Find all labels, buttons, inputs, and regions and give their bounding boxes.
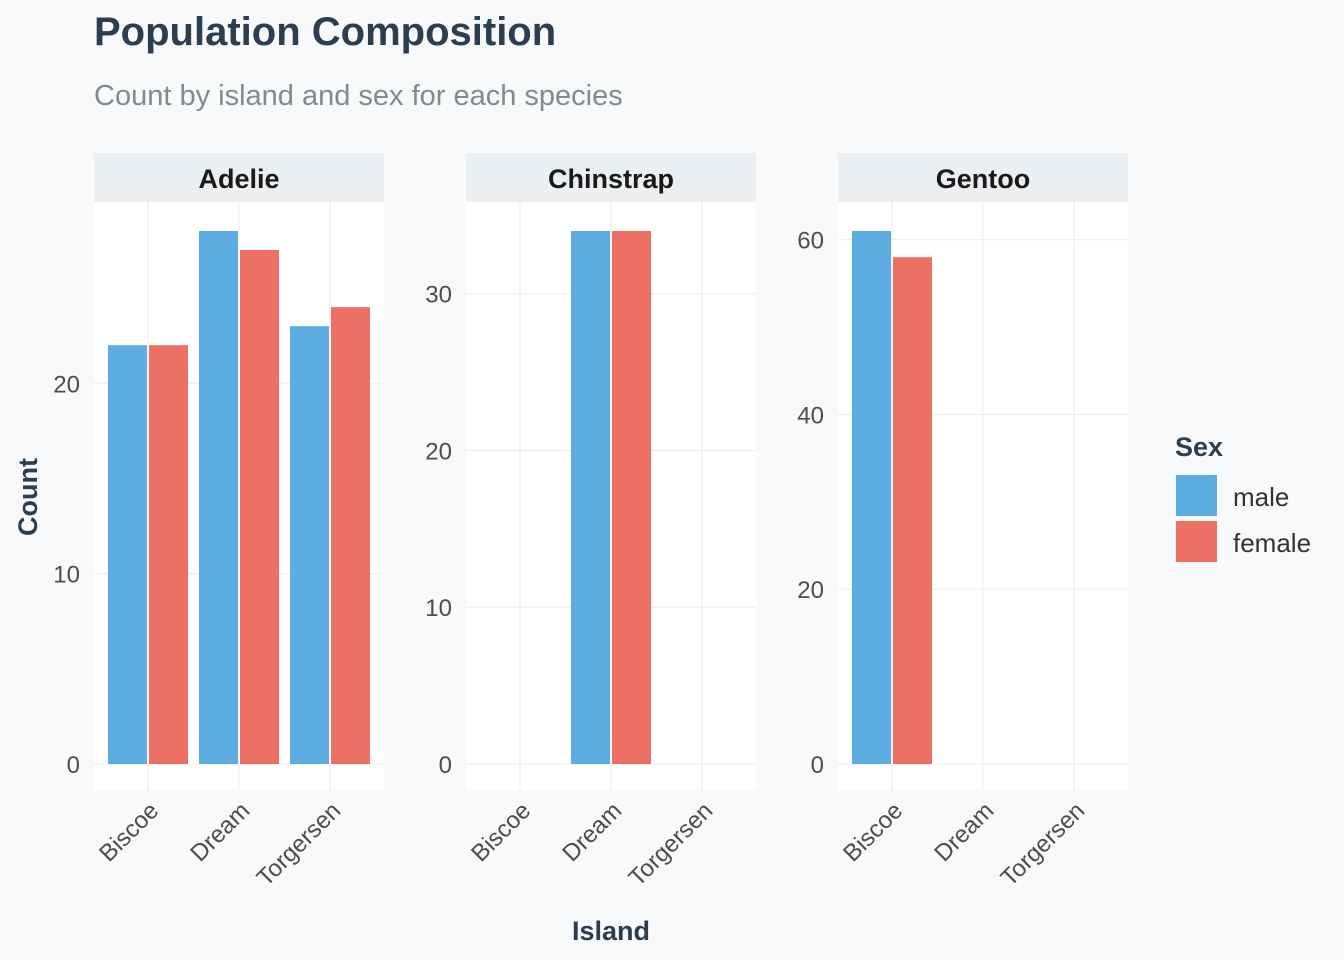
y-tick-label: 0 xyxy=(439,752,452,779)
bar-adelie-torgersen-male xyxy=(290,326,329,764)
bar-adelie-biscoe-male xyxy=(108,345,147,764)
bar-gentoo-biscoe-male xyxy=(852,231,891,764)
y-tick-label: 30 xyxy=(425,282,452,309)
x-tick-label: Dream xyxy=(929,797,999,867)
legend-label-female: female xyxy=(1233,528,1311,558)
y-tick-label: 20 xyxy=(425,438,452,465)
facet-strip xyxy=(466,153,756,202)
y-tick-label: 40 xyxy=(797,402,824,429)
legend-key-female xyxy=(1176,521,1217,562)
x-tick-label: Biscoe xyxy=(94,797,164,867)
x-tick-label: Dream xyxy=(185,797,255,867)
y-tick-label: 0 xyxy=(811,752,824,779)
bar-adelie-dream-male xyxy=(199,231,238,764)
y-tick-label: 0 xyxy=(67,752,80,779)
bar-adelie-biscoe-female xyxy=(149,345,188,764)
bar-gentoo-biscoe-female xyxy=(893,257,932,764)
y-tick-label: 20 xyxy=(797,577,824,604)
y-tick-label: 60 xyxy=(797,228,824,255)
legend: Sex male female xyxy=(1175,432,1311,562)
bar-adelie-dream-female xyxy=(240,250,279,765)
x-tick-label: Torgersen xyxy=(252,797,347,892)
legend-label-male: male xyxy=(1233,482,1289,512)
x-tick-label: Biscoe xyxy=(466,797,536,867)
x-tick-label: Biscoe xyxy=(838,797,908,867)
chart-title: Population Composition xyxy=(94,10,557,54)
y-axis-title: Count xyxy=(13,458,43,536)
facet-strip xyxy=(94,153,384,202)
y-tick-label: 20 xyxy=(53,371,80,398)
legend-key-male xyxy=(1176,475,1217,516)
x-tick-label: Dream xyxy=(557,797,627,867)
bar-chinstrap-dream-female xyxy=(612,231,651,764)
bar-chinstrap-dream-male xyxy=(571,231,610,764)
y-tick-label: 10 xyxy=(53,562,80,589)
facet-strip-label: Gentoo xyxy=(936,164,1031,194)
y-tick-label: 10 xyxy=(425,595,452,622)
x-tick-label: Torgersen xyxy=(624,797,719,892)
facet-strip xyxy=(838,153,1128,202)
x-tick-label: Torgersen xyxy=(996,797,1091,892)
chart-subtitle: Count by island and sex for each species xyxy=(94,80,623,112)
facet-strip-label: Chinstrap xyxy=(548,164,674,194)
legend-title: Sex xyxy=(1175,432,1223,462)
x-axis-title: Island xyxy=(572,916,650,946)
facet-strip-label: Adelie xyxy=(198,164,279,194)
bar-adelie-torgersen-female xyxy=(331,307,370,764)
